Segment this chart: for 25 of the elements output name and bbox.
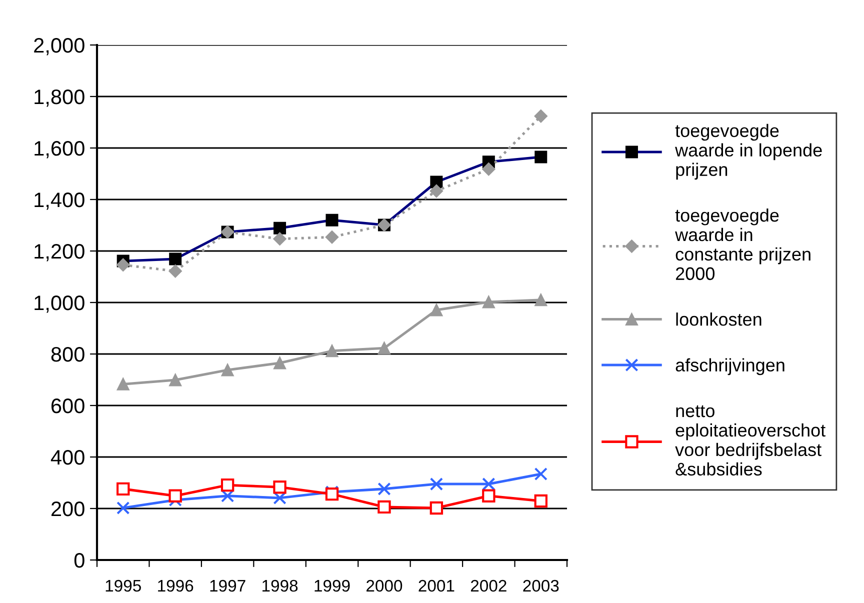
x-tick-label: 1999 (314, 580, 350, 592)
x-tick-label: 1998 (262, 580, 298, 592)
x-tick-label: 2002 (470, 580, 506, 592)
legend-label: loonkosten (676, 312, 762, 326)
y-tick-label: 0 (74, 553, 84, 568)
x-tick-label: 2003 (523, 580, 559, 592)
y-tick-label: 200 (51, 502, 84, 516)
y-tick-label: 1,200 (34, 244, 84, 262)
x-tick-label: 2001 (418, 580, 454, 592)
x-tick-label: 2000 (366, 580, 402, 592)
legend-label: afschrijvingen (676, 358, 784, 376)
y-tick-label: 800 (51, 347, 84, 362)
legend-label: netto eploitatieoverschot voor bedrijfsbelast &subsidies (675, 405, 826, 476)
x-tick-label: 1996 (158, 580, 194, 592)
legend-label: toegevoegde waarde in lopende prijzen (675, 124, 822, 180)
y-tick-label: 2,000 (34, 38, 84, 56)
y-tick-label: 600 (51, 398, 84, 414)
x-tick-label: 1995 (106, 580, 141, 592)
y-tick-label: 400 (50, 450, 84, 465)
y-tick-label: 1,800 (34, 90, 84, 107)
y-tick-label: 1,400 (34, 192, 84, 210)
y-tick-label: 1,600 (34, 141, 84, 158)
x-tick-label: 1997 (210, 580, 246, 592)
y-tick-label: 1,000 (34, 296, 84, 313)
legend-label: toegevoegde waarde in constante prijzen 2000 (675, 208, 810, 280)
